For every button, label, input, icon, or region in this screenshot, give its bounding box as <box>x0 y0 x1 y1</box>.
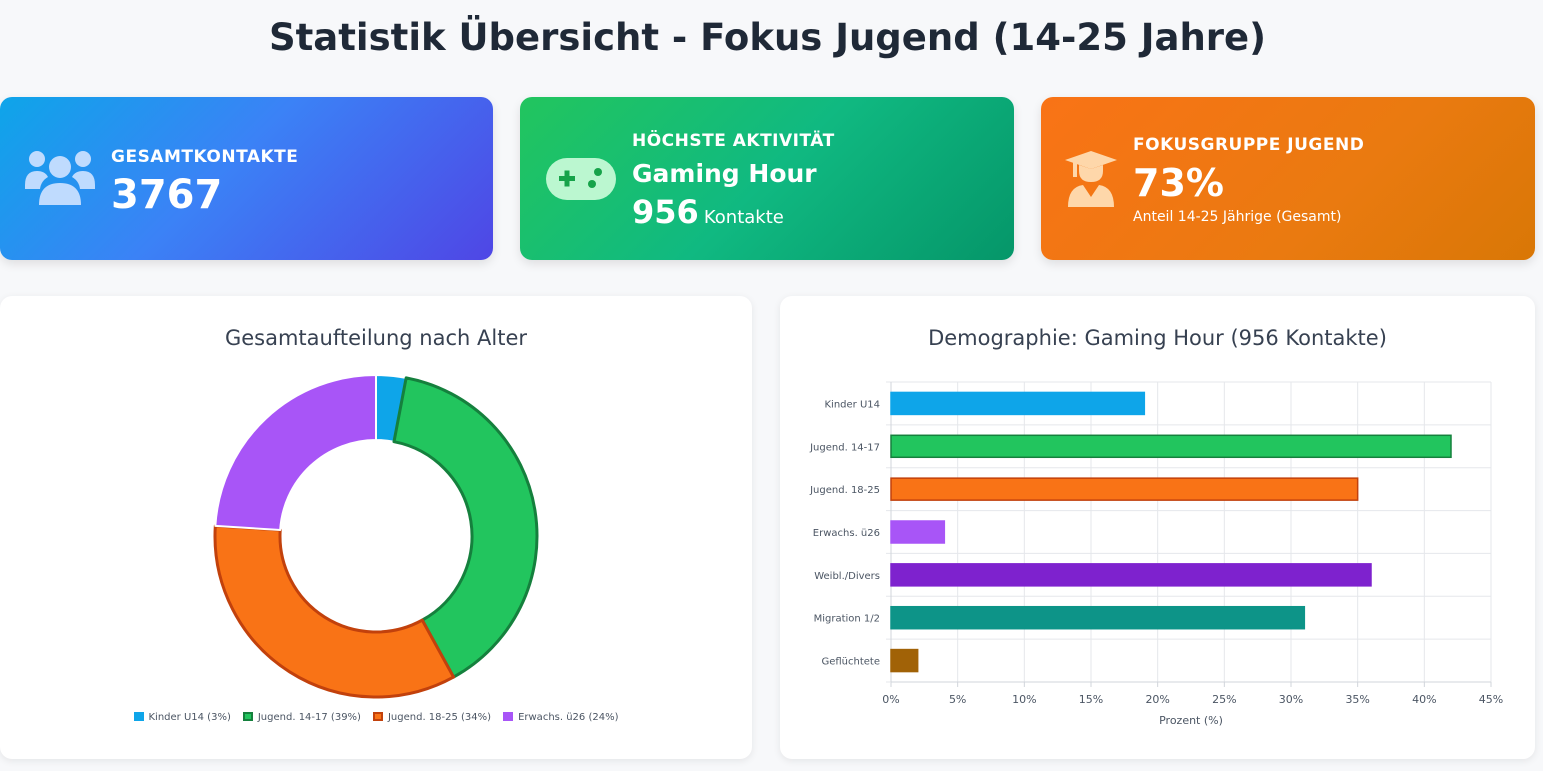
y-tick-label: Kinder U14 <box>824 399 880 410</box>
top-activity-unit: Kontakte <box>703 207 784 228</box>
x-axis-label: Prozent (%) <box>1159 714 1223 727</box>
y-tick-label: Migration 1/2 <box>814 614 880 625</box>
legend-label: Erwachs. ü26 (24%) <box>518 712 619 723</box>
y-tick-label: Geflüchtete <box>821 657 880 668</box>
gaming-bar-chart: 0% 5% 10% 15% 20% 25% 30% 35% 40% 45% Kinder U14 Ju… <box>809 381 1503 727</box>
top-activity-value: 956 <box>632 193 699 231</box>
bar-chart-title: Demographie: Gaming Hour (956 Kontakte) <box>928 326 1387 350</box>
age-donut-chart <box>213 374 539 699</box>
legend-item[interactable]: Erwachs. ü26 (24%) <box>503 712 619 723</box>
y-tick-label: Weibl./Divers <box>814 571 880 582</box>
gamepad-icon <box>546 158 616 200</box>
youth-focus-subtitle: Anteil 14-25 Jährige (Gesamt) <box>1133 209 1342 225</box>
legend-item[interactable]: Kinder U14 (3%) <box>133 712 231 723</box>
youth-focus-label: FOKUSGRUPPE JUGEND <box>1133 135 1365 155</box>
total-contacts-card: GESAMTKONTAKTE 3767 <box>0 97 493 260</box>
bar-6[interactable] <box>890 648 919 673</box>
total-contacts-value: 3767 <box>111 172 223 218</box>
x-tick-label: 15% <box>1079 693 1103 706</box>
legend-swatch <box>133 712 144 721</box>
donut-slice-3[interactable] <box>214 374 377 531</box>
legend-label: Jugend. 18-25 (34%) <box>387 712 492 723</box>
youth-focus-value: 73% <box>1133 161 1224 205</box>
age-distribution-panel: Gesamtaufteilung nach Alter Kinder U14 (… <box>0 296 752 759</box>
bar-5[interactable] <box>890 605 1306 630</box>
donut-slice-1[interactable] <box>392 376 539 679</box>
y-tick-label: Erwachs. ü26 <box>813 528 880 539</box>
legend-item[interactable]: Jugend. 18-25 (34%) <box>372 712 492 723</box>
top-activity-name: Gaming Hour <box>632 159 817 188</box>
page-title: Statistik Übersicht - Fokus Jugend (14-2… <box>268 16 1267 59</box>
donut-slice-2[interactable] <box>213 524 456 699</box>
total-contacts-label: GESAMTKONTAKTE <box>111 147 299 167</box>
legend-label: Jugend. 14-17 (39%) <box>257 712 361 723</box>
x-tick-label: 30% <box>1279 693 1303 706</box>
top-activity-card: HÖCHSTE AKTIVITÄT Gaming Hour 956 Kontak… <box>520 97 1014 260</box>
x-tick-label: 25% <box>1212 693 1236 706</box>
x-tick-label: 40% <box>1412 693 1436 706</box>
x-tick-label: 5% <box>949 693 966 706</box>
x-tick-label: 45% <box>1479 693 1503 706</box>
top-activity-label: HÖCHSTE AKTIVITÄT <box>632 131 835 151</box>
bar-2[interactable] <box>890 477 1359 501</box>
legend-swatch <box>242 712 253 721</box>
x-tick-label: 35% <box>1345 693 1369 706</box>
top-activity-count: 956 Kontakte <box>632 193 784 231</box>
graduate-icon <box>1065 151 1117 207</box>
legend-swatch <box>372 712 383 721</box>
age-chart-title: Gesamtaufteilung nach Alter <box>224 326 528 350</box>
y-tick-label: Jugend. 18-25 <box>809 485 880 496</box>
users-icon <box>25 151 95 205</box>
y-tick-label: Jugend. 14-17 <box>809 442 880 453</box>
bar-1[interactable] <box>890 434 1452 459</box>
x-tick-label: 10% <box>1012 693 1036 706</box>
bar-4[interactable] <box>890 563 1372 587</box>
youth-focus-card: FOKUSGRUPPE JUGEND 73% Anteil 14-25 Jähr… <box>1041 97 1535 260</box>
x-tick-label: 20% <box>1145 693 1169 706</box>
bar-3[interactable] <box>890 520 946 544</box>
legend-label: Kinder U14 (3%) <box>148 712 231 723</box>
x-tick-label: 0% <box>882 693 899 706</box>
legend-swatch <box>503 712 514 721</box>
bar-0[interactable] <box>890 391 1146 416</box>
age-chart-legend: Kinder U14 (3%) Jugend. 14-17 (39%) Jugend… <box>0 712 752 723</box>
legend-item[interactable]: Jugend. 14-17 (39%) <box>242 712 361 723</box>
gaming-demographics-panel: Demographie: Gaming Hour (956 Kontakte) … <box>780 296 1535 759</box>
